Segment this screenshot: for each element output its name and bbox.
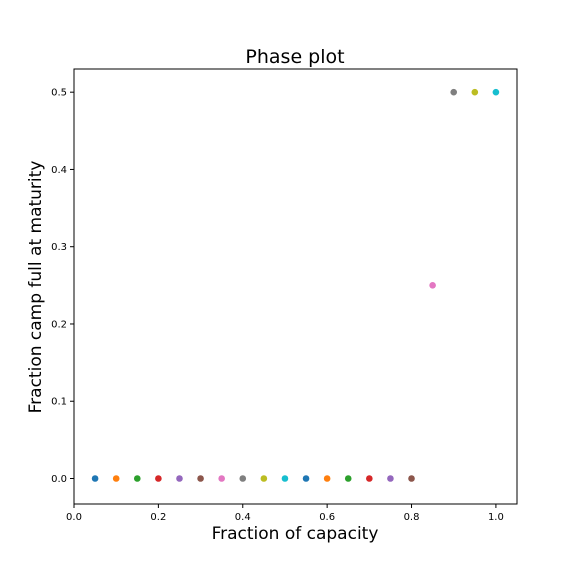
y-tick-label: 0.1 xyxy=(51,397,67,408)
x-axis-label: Fraction of capacity xyxy=(212,524,379,544)
scatter-point xyxy=(302,475,310,482)
scatter-point xyxy=(112,475,120,482)
y-axis-label: Fraction camp full at maturity xyxy=(26,161,46,414)
x-tick-label: 0.8 xyxy=(404,512,420,523)
scatter-point xyxy=(344,475,352,482)
y-axis: 0.0 0.1 0.2 0.3 0.4 0.5 xyxy=(51,88,74,485)
scatter-point xyxy=(218,475,225,482)
scatter-point xyxy=(492,88,500,96)
scatter-point xyxy=(197,475,204,482)
y-tick-label: 0.4 xyxy=(51,165,67,176)
data-points xyxy=(91,88,500,482)
scatter-point xyxy=(471,88,479,96)
x-axis: 0.0 0.2 0.4 0.6 0.8 1.0 xyxy=(66,504,504,523)
y-tick-label: 0.0 xyxy=(51,474,67,485)
scatter-point xyxy=(408,475,415,482)
scatter-point xyxy=(387,475,394,482)
scatter-point xyxy=(429,282,436,289)
x-tick-label: 0.4 xyxy=(235,512,251,523)
scatter-point xyxy=(155,475,162,482)
x-tick-label: 1.0 xyxy=(488,512,504,523)
scatter-point xyxy=(91,475,99,482)
scatter-point xyxy=(176,475,183,482)
y-tick-label: 0.5 xyxy=(51,88,67,99)
scatter-point xyxy=(450,88,458,96)
scatter-point xyxy=(323,475,331,482)
x-tick-label: 0.0 xyxy=(66,512,82,523)
y-tick-label: 0.3 xyxy=(51,242,67,253)
chart-title: Phase plot xyxy=(245,46,344,68)
scatter-point xyxy=(366,475,373,482)
x-tick-label: 0.6 xyxy=(319,512,335,523)
x-tick-label: 0.2 xyxy=(150,512,166,523)
scatter-point xyxy=(133,475,141,482)
y-tick-label: 0.2 xyxy=(51,319,67,330)
scatter-point xyxy=(239,475,247,482)
plot-area-frame xyxy=(73,68,518,505)
scatter-point xyxy=(281,475,289,482)
scatter-point xyxy=(260,475,268,482)
